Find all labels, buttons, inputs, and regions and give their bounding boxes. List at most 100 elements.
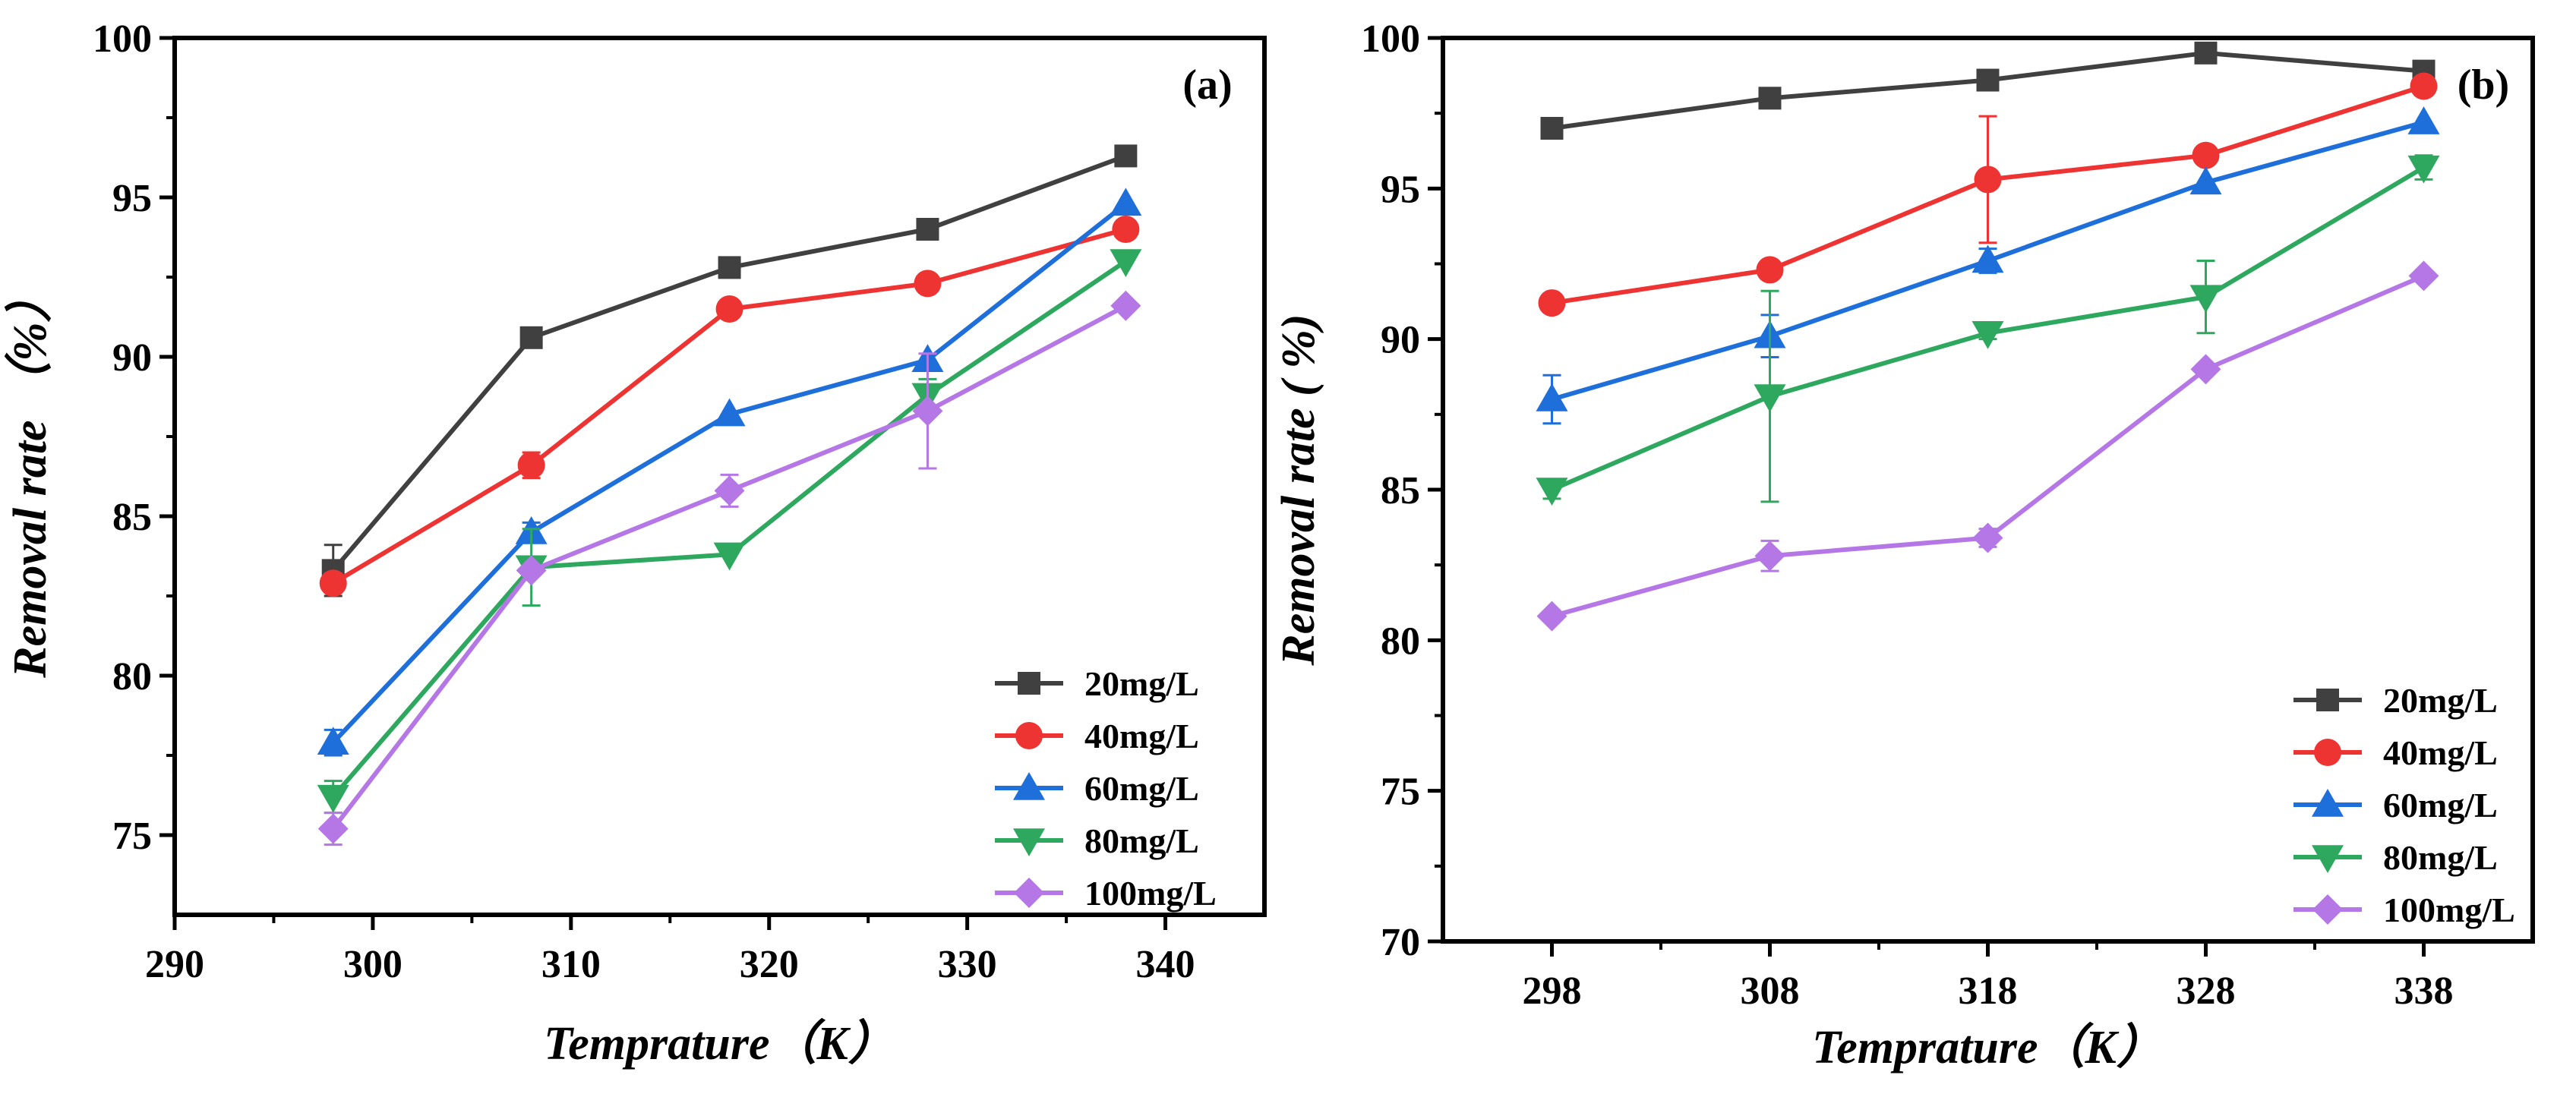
data-point: [912, 396, 943, 427]
panel-a: 290 300 310 320 330 340 75 80 85 90 95 100 Tempratur…: [4, 17, 1267, 1070]
data-point: [2194, 41, 2218, 65]
x-tick-label: 320: [740, 943, 799, 986]
data-point: [1110, 249, 1142, 277]
data-point: [713, 398, 746, 427]
legend-marker: [2312, 789, 2344, 817]
data-point: [713, 542, 746, 571]
data-point: [1976, 68, 2000, 92]
data-point: [1972, 522, 2003, 553]
data-point: [1756, 256, 1784, 284]
y-tick-label: 85: [112, 496, 152, 539]
y-axis-title: Removal rate （%）: [4, 275, 56, 678]
y-tick-label: 75: [112, 815, 152, 858]
y-tick-label: 95: [1381, 168, 1420, 211]
x-tick-label: 340: [1136, 943, 1195, 986]
y-tick-label: 75: [1381, 771, 1420, 814]
legend: 20mg/L 40mg/L 60mg/L 80mg/L 100mg/L: [995, 664, 1217, 913]
series-100mg/L: [1536, 260, 2439, 632]
panel-b: 298 308 318 328 338 70 75 80 85 90 95 100 Temprature…: [1273, 17, 2535, 1073]
data-point: [715, 295, 743, 323]
y-tick-label: 100: [93, 17, 152, 61]
y-tick-label: 80: [112, 655, 152, 698]
legend-marker: [1013, 772, 1045, 800]
data-point: [1758, 87, 1782, 110]
legend-label: 20mg/L: [2383, 681, 2498, 720]
data-point: [516, 555, 547, 586]
y-tick-label: 80: [1381, 619, 1420, 663]
y-tick-label: 100: [1361, 17, 1420, 61]
data-point: [2407, 155, 2440, 184]
series-80mg/L: [1536, 154, 2440, 506]
legend-label: 40mg/L: [1084, 717, 1199, 755]
legend-label: 100mg/L: [1084, 874, 1217, 913]
data-point: [1536, 601, 1567, 632]
data-point: [317, 813, 349, 844]
legend-marker: [2314, 739, 2341, 766]
y-tick-label: 90: [112, 336, 152, 380]
data-point: [2408, 260, 2439, 292]
series-20mg/L: [321, 144, 1138, 597]
series-line: [331, 259, 1128, 799]
legend-marker: [1014, 878, 1044, 908]
data-point: [2189, 285, 2222, 314]
y-tick-label: 70: [1381, 921, 1420, 964]
panel-label: (a): [1182, 61, 1232, 109]
data-point: [1540, 117, 1564, 140]
data-point: [1110, 188, 1142, 216]
data-point: [319, 569, 347, 597]
legend-label: 100mg/L: [2383, 891, 2515, 929]
x-tick-label: 310: [541, 943, 601, 986]
data-point: [916, 218, 939, 241]
legend-label: 80mg/L: [1084, 821, 1199, 860]
data-point: [2192, 141, 2220, 169]
legend-marker: [1015, 722, 1043, 749]
panel-label: (b): [2458, 61, 2509, 109]
y-tick-label: 85: [1381, 469, 1420, 512]
data-point: [914, 270, 942, 298]
data-point: [2189, 166, 2222, 195]
x-axis-title: Temprature（K）: [1812, 1021, 2164, 1073]
data-point: [1754, 384, 1786, 413]
data-point: [317, 784, 349, 813]
series-100mg/L: [317, 290, 1141, 846]
data-point: [2190, 354, 2221, 385]
legend-label: 80mg/L: [2383, 838, 2498, 877]
data-point: [1112, 216, 1140, 243]
x-tick-label: 290: [145, 943, 204, 986]
y-axis-title: Removal rate ( %): [1273, 314, 1324, 666]
series-40mg/L: [1538, 72, 2438, 317]
data-point: [1114, 144, 1138, 168]
legend-marker: [2316, 689, 2339, 711]
data-point: [1538, 289, 1566, 317]
x-tick-label: 298: [1523, 969, 1582, 1013]
data-point: [2407, 106, 2440, 134]
plot-frame: [172, 36, 1267, 917]
legend-marker: [1013, 828, 1045, 856]
x-axis-title: Temprature（K）: [544, 1017, 895, 1070]
data-point: [1536, 383, 1568, 411]
data-point: [1974, 166, 2002, 194]
x-tick-label: 330: [938, 943, 997, 986]
x-tick-label: 300: [343, 943, 402, 986]
series-60mg/L: [317, 188, 1142, 757]
data-point: [1110, 290, 1141, 321]
data-point: [1536, 478, 1568, 506]
data-point: [317, 727, 349, 755]
data-point: [718, 256, 741, 279]
legend-marker: [1018, 672, 1040, 695]
legend-label: 60mg/L: [1084, 769, 1199, 808]
series-40mg/L: [319, 216, 1140, 597]
x-tick-label: 318: [1959, 969, 2018, 1013]
data-point: [714, 475, 745, 506]
legend-label: 40mg/L: [2383, 733, 2498, 772]
legend-label: 60mg/L: [2383, 786, 2498, 824]
x-tick-label: 308: [1741, 969, 1800, 1013]
x-tick-label: 328: [2177, 969, 2236, 1013]
y-tick-label: 95: [112, 177, 152, 220]
y-tick-label: 90: [1381, 319, 1420, 362]
data-point: [519, 326, 543, 349]
data-point: [1971, 320, 2004, 349]
data-point: [1971, 244, 2004, 273]
